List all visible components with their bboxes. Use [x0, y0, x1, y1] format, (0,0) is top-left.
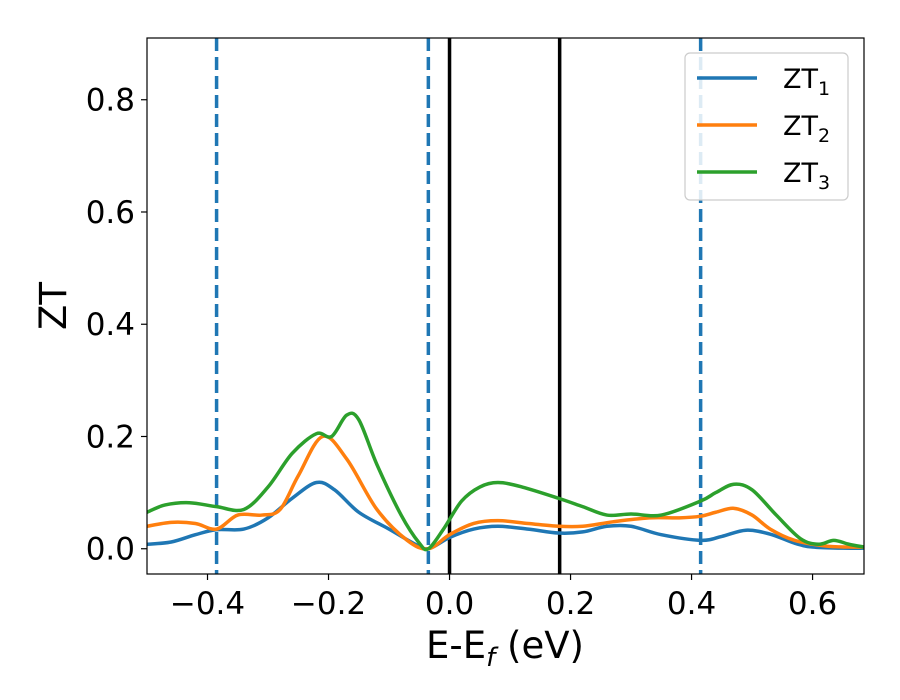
x-tick-label: −0.4 [170, 586, 245, 622]
y-axis-label: ZT [32, 282, 75, 330]
x-tick-label: 0.0 [425, 586, 474, 622]
y-tick-label: 0.0 [86, 532, 135, 568]
x-tick-label: 0.6 [788, 586, 837, 622]
x-axis-label-rest: (eV) [495, 624, 584, 667]
legend-label-zt3: ZT3 [783, 158, 830, 194]
legend-box [684, 52, 849, 201]
x-tick-label: −0.2 [291, 586, 366, 622]
x-tick-label: 0.2 [546, 586, 595, 622]
series-line-zt3 [147, 411, 864, 552]
y-tick-label: 0.2 [86, 419, 135, 455]
y-tick-label: 0.6 [86, 195, 135, 231]
x-tick-label: 0.4 [667, 586, 716, 622]
legend-label-zt1: ZT1 [783, 64, 830, 100]
legend-label-zt2: ZT2 [783, 111, 830, 147]
legend: ZT1 ZT2 ZT3 [684, 52, 849, 201]
x-axis-label-main: E-E [426, 624, 486, 667]
series-line-zt2 [147, 434, 864, 551]
y-tick-label: 0.4 [86, 307, 135, 343]
y-tick-label: 0.8 [86, 83, 135, 119]
plot-frame [146, 37, 865, 575]
series-line-zt1 [147, 480, 864, 551]
x-axis-label: E-Ef (eV) [426, 624, 584, 673]
